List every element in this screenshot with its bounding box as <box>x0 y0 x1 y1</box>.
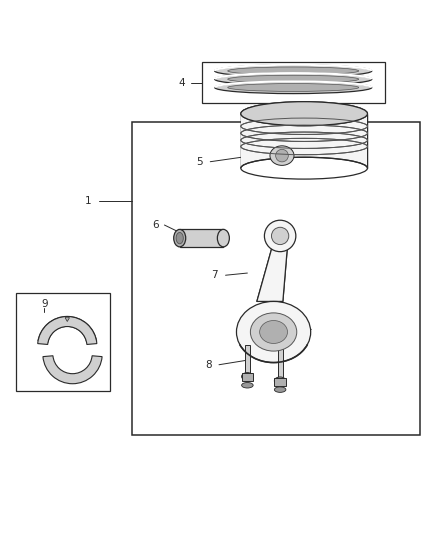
Text: 9: 9 <box>41 298 48 309</box>
Bar <box>132 123 420 434</box>
Text: 8: 8 <box>205 360 212 370</box>
Ellipse shape <box>228 75 359 83</box>
Ellipse shape <box>242 373 253 381</box>
Text: 5: 5 <box>196 157 203 167</box>
Ellipse shape <box>270 146 294 165</box>
Polygon shape <box>180 229 223 247</box>
Ellipse shape <box>260 320 287 343</box>
Ellipse shape <box>242 383 253 388</box>
Ellipse shape <box>272 227 289 245</box>
Bar <box>16 293 110 391</box>
Ellipse shape <box>228 84 359 92</box>
Ellipse shape <box>228 67 359 75</box>
Bar <box>242 374 253 381</box>
Text: 6: 6 <box>152 220 159 230</box>
Ellipse shape <box>241 157 367 179</box>
Ellipse shape <box>274 377 286 385</box>
Bar <box>245 345 250 374</box>
Polygon shape <box>241 114 367 168</box>
Ellipse shape <box>215 65 372 77</box>
Ellipse shape <box>241 102 367 126</box>
Ellipse shape <box>251 313 297 351</box>
Ellipse shape <box>174 229 186 247</box>
Ellipse shape <box>265 220 296 252</box>
Text: 1: 1 <box>85 196 92 206</box>
Text: 7: 7 <box>211 270 218 280</box>
Bar <box>274 378 286 386</box>
Ellipse shape <box>276 149 288 162</box>
Polygon shape <box>257 249 287 302</box>
Ellipse shape <box>217 229 230 247</box>
Wedge shape <box>38 317 97 344</box>
Text: 4: 4 <box>179 78 185 88</box>
Ellipse shape <box>176 232 184 244</box>
Wedge shape <box>43 356 102 384</box>
Bar <box>278 345 283 378</box>
Ellipse shape <box>241 102 367 126</box>
Bar <box>201 62 385 103</box>
Ellipse shape <box>274 387 286 392</box>
Ellipse shape <box>215 73 372 85</box>
Wedge shape <box>65 317 70 321</box>
Ellipse shape <box>237 302 311 362</box>
Ellipse shape <box>215 82 372 94</box>
